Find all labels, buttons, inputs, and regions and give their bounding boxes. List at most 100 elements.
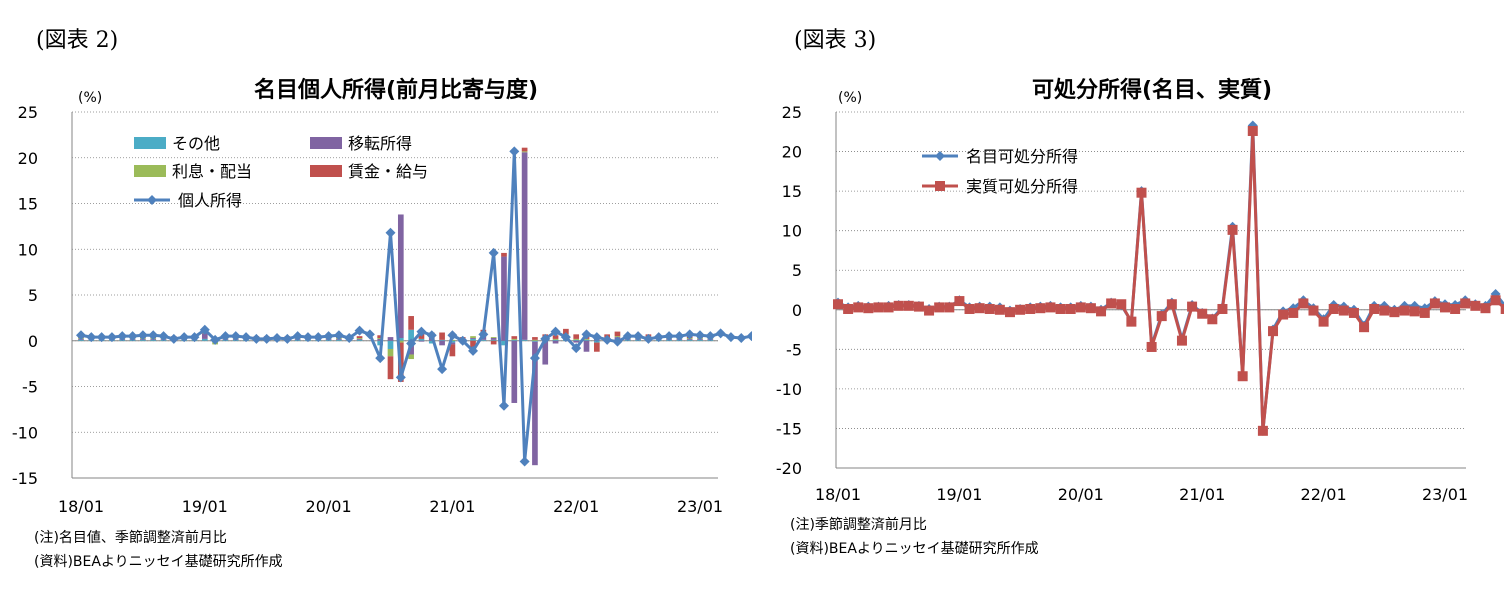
left-line-point <box>333 330 344 341</box>
right-series-point <box>1136 187 1147 198</box>
right-legend-label: 実質可処分所得 <box>966 177 1078 196</box>
left-line-point <box>148 330 159 341</box>
right-x-tick-label: 22/01 <box>1301 485 1347 504</box>
left-bar-segment <box>552 339 559 341</box>
left-line-point <box>643 333 654 344</box>
right-x-tick-label: 21/01 <box>1179 485 1225 504</box>
right-series-point <box>1075 302 1086 313</box>
left-y-tick-label: -10 <box>12 423 38 442</box>
left-bar-segment <box>418 340 425 342</box>
left-legend-swatch <box>134 165 166 177</box>
left-x-tick-label: 18/01 <box>58 497 104 516</box>
left-note: (注)名目値、季節調整済前月比 <box>34 530 227 546</box>
left-bar-segment <box>532 341 538 466</box>
left-line-point <box>395 372 406 383</box>
right-chart-svg: 25 20 15 10 5 0 -5 -10 -15 -20 18/01 19/01 20/01 21/0… <box>776 103 1504 504</box>
left-line-point <box>220 331 231 342</box>
left-y-tick-label: 0 <box>28 332 38 351</box>
right-series-point <box>833 299 843 310</box>
left-line-point <box>550 326 561 337</box>
left-line-point <box>426 330 437 341</box>
right-series-point <box>1045 302 1056 313</box>
left-bar-segment <box>439 340 445 346</box>
right-y-tick-label: -10 <box>776 380 802 399</box>
left-bar-segment <box>140 339 146 341</box>
right-series-point <box>974 303 985 314</box>
left-line-point <box>179 332 190 343</box>
right-series-point <box>1187 301 1198 312</box>
left-bar-segment <box>593 342 600 352</box>
left-line-point <box>664 331 675 342</box>
left-bar-segment <box>614 331 621 337</box>
right-series-point <box>843 303 854 314</box>
left-line-point <box>168 333 179 344</box>
left-bar-segment <box>397 338 404 341</box>
left-line-point <box>158 331 169 342</box>
right-series-point <box>954 296 965 307</box>
right-series-point <box>863 303 874 314</box>
left-line-point <box>189 332 200 343</box>
left-bar-segment <box>356 338 363 339</box>
right-series-point <box>1500 303 1504 314</box>
right-source: (資料)BEAよりニッセイ基礎研究所作成 <box>790 541 1039 557</box>
left-line-point <box>117 331 128 342</box>
right-series-point <box>934 302 945 313</box>
left-bar-segment <box>501 256 507 341</box>
right-series-point <box>1389 307 1400 318</box>
left-line-point <box>695 330 705 341</box>
left-x-tick-label: 21/01 <box>429 497 475 516</box>
left-bar-segment <box>552 340 559 344</box>
left-line-point <box>385 227 396 238</box>
left-line-point <box>375 353 386 364</box>
left-line-point <box>313 332 324 343</box>
left-bar-segment <box>583 338 590 340</box>
left-bar-segment <box>428 340 435 344</box>
left-line-point <box>725 332 736 343</box>
left-y-tick-label: 10 <box>18 240 38 259</box>
left-line-point <box>86 332 97 343</box>
right-y-tick-label: 20 <box>782 143 802 162</box>
right-series-point <box>1470 300 1481 311</box>
right-legend-label: 名目可処分所得 <box>966 147 1078 166</box>
right-series-point <box>1429 298 1440 309</box>
left-line-point <box>591 332 602 343</box>
left-bar-segment <box>78 339 84 341</box>
right-series-point <box>1176 335 1187 346</box>
right-y-tick-label: 5 <box>792 261 802 280</box>
left-bar-segment <box>470 336 476 339</box>
right-series-point <box>853 302 864 313</box>
left-line-point <box>437 364 448 375</box>
left-bar-segment <box>336 339 342 341</box>
left-bar-segment <box>150 339 157 341</box>
right-series-point <box>1015 304 1026 315</box>
right-series-point <box>873 302 884 313</box>
right-series-point <box>1146 341 1157 352</box>
right-series-point <box>1197 308 1208 319</box>
left-bar-segment <box>490 339 497 341</box>
left-line-point <box>272 333 283 344</box>
left-y-tick-label: 5 <box>28 286 38 305</box>
right-series-point <box>1166 299 1177 310</box>
left-bar-segment <box>521 151 528 153</box>
left-line-point <box>106 332 117 343</box>
left-legend-marker <box>147 195 157 205</box>
left-bar-segment <box>470 338 476 341</box>
right-y-tick-label: 10 <box>782 222 802 241</box>
right-series-point <box>1278 309 1289 320</box>
left-source: (資料)BEAよりニッセイ基礎研究所作成 <box>34 554 283 570</box>
left-line-point <box>137 330 148 341</box>
right-legend-marker <box>935 181 945 191</box>
left-line-point <box>509 146 520 157</box>
left-bar-segment <box>490 340 497 345</box>
right-series-point <box>984 303 995 314</box>
left-line-point <box>416 326 427 337</box>
left-y-unit-label: (%) <box>78 90 103 106</box>
left-line-point <box>292 331 303 342</box>
left-legend-swatch <box>310 137 342 149</box>
left-y-tick-label: -15 <box>12 469 38 488</box>
left-bar-segment <box>449 342 456 345</box>
left-line-point <box>447 330 458 341</box>
left-y-tick-label: 15 <box>18 195 38 214</box>
left-x-tick-label: 20/01 <box>306 497 352 516</box>
right-series-point <box>1217 303 1228 314</box>
